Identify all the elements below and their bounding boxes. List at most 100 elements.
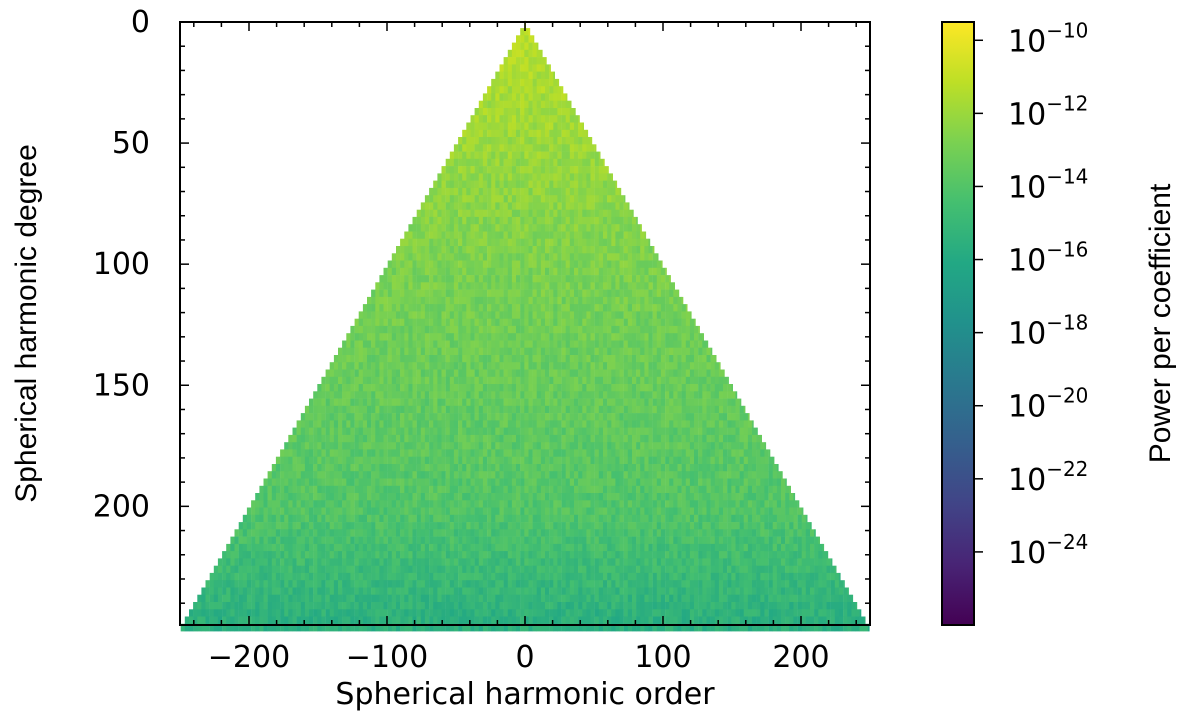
heatmap-cell [379, 507, 384, 516]
heatmap-cell [466, 151, 471, 160]
heatmap-cell [255, 493, 260, 501]
heatmap-cell [640, 333, 645, 341]
heatmap-cell [292, 427, 297, 436]
heatmap-cell [747, 485, 753, 494]
heatmap-cell [482, 202, 488, 210]
heatmap-cell [391, 398, 397, 407]
heatmap-cell [462, 529, 467, 537]
heatmap-cell [632, 514, 637, 523]
heatmap-cell [346, 413, 351, 421]
heatmap-cell [603, 471, 608, 479]
heatmap-cell [375, 362, 380, 370]
heatmap-cell [532, 434, 537, 443]
heatmap-cell [350, 478, 355, 487]
heatmap-cell [598, 282, 604, 290]
heatmap-cell [718, 405, 724, 414]
heatmap-cell [383, 413, 388, 421]
heatmap-cell [433, 456, 438, 465]
heatmap-cell [304, 522, 310, 530]
heatmap-cell [524, 260, 529, 269]
heatmap-cell [611, 340, 616, 349]
heatmap-cell [449, 493, 455, 501]
heatmap-cell [603, 420, 608, 428]
heatmap-cell [433, 413, 438, 421]
heatmap-cell [611, 456, 616, 465]
heatmap-cell [623, 260, 629, 269]
heatmap-cell [280, 485, 285, 494]
heatmap-cell [503, 224, 508, 232]
heatmap-cell [478, 180, 484, 189]
heatmap-cell [528, 471, 533, 479]
heatmap-cell [524, 420, 529, 428]
heatmap-cell [503, 296, 508, 305]
heatmap-cell [586, 420, 591, 428]
heatmap-cell [540, 449, 546, 457]
heatmap-cell [549, 442, 554, 450]
heatmap-cell [396, 376, 401, 385]
heatmap-cell [574, 405, 579, 414]
heatmap-cell [441, 391, 446, 399]
heatmap-cell [536, 216, 542, 225]
heatmap-cell [632, 391, 637, 399]
heatmap-cell [545, 78, 550, 87]
heatmap-cell [317, 500, 322, 508]
heatmap-cell [367, 471, 372, 479]
heatmap-cell [656, 304, 662, 312]
heatmap-cell [379, 384, 384, 392]
heatmap-cell [433, 434, 438, 443]
heatmap-cell [358, 369, 364, 378]
heatmap-cell [578, 471, 583, 479]
heatmap-cell [445, 340, 451, 349]
heatmap-cell [582, 405, 587, 414]
heatmap-cell [358, 398, 364, 407]
heatmap-cell [511, 420, 517, 428]
heatmap-cell [437, 238, 442, 247]
heatmap-cell [280, 449, 285, 457]
heatmap-cell [400, 456, 405, 465]
heatmap-cell [478, 442, 484, 450]
heatmap-cell [718, 522, 724, 530]
heatmap-cell [325, 478, 330, 487]
heatmap-cell [437, 413, 442, 421]
heatmap-cell [445, 449, 451, 457]
heatmap-cell [574, 522, 579, 530]
heatmap-cell [689, 398, 695, 407]
heatmap-cell [540, 93, 546, 101]
heatmap-cell [557, 108, 562, 116]
heatmap-cell [673, 376, 678, 385]
heatmap-cell [685, 318, 691, 327]
heatmap-cell [478, 224, 484, 232]
heatmap-cell [462, 442, 467, 450]
heatmap-cell [478, 202, 484, 210]
heatmap-cell [603, 289, 608, 298]
heatmap-cell [594, 267, 600, 276]
heatmap-cell [507, 376, 513, 385]
heatmap-cell [412, 442, 417, 450]
heatmap-cell [400, 507, 405, 516]
heatmap-cell [466, 493, 471, 501]
heatmap-cell [549, 216, 554, 225]
heatmap-cell [520, 500, 525, 508]
heatmap-cell [627, 246, 633, 254]
heatmap-cell [516, 173, 521, 181]
heatmap-cell [706, 514, 711, 523]
heatmap-cell [466, 195, 471, 203]
heatmap-cell [371, 318, 376, 327]
heatmap-cell [482, 289, 488, 298]
heatmap-cell [474, 434, 479, 443]
heatmap-cell [350, 500, 355, 508]
heatmap-cell [499, 529, 504, 537]
heatmap-cell [636, 442, 641, 450]
heatmap-cell [511, 304, 517, 312]
heatmap-cell [482, 413, 488, 421]
heatmap-cell [503, 311, 508, 319]
heatmap-cell [677, 471, 682, 479]
heatmap-cell [710, 507, 715, 516]
heatmap-cell [561, 318, 566, 327]
heatmap-cell [503, 434, 508, 443]
heatmap-cell [371, 384, 376, 392]
heatmap-cell [702, 507, 707, 516]
heatmap-cell [545, 224, 550, 232]
heatmap-cell [342, 485, 347, 494]
heatmap-cell [524, 391, 529, 399]
